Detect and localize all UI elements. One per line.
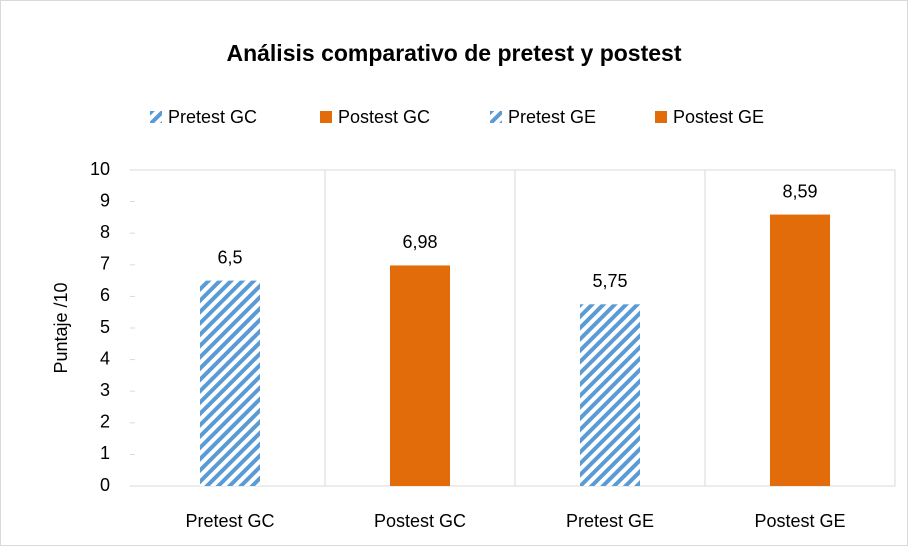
y-tick-label: 8 xyxy=(100,222,110,242)
legend-swatch xyxy=(320,111,332,123)
data-label: 6,5 xyxy=(217,247,242,267)
legend-label: Pretest GC xyxy=(168,107,257,127)
legend-swatch xyxy=(655,111,667,123)
y-tick-label: 4 xyxy=(100,348,110,368)
legend-label: Postest GC xyxy=(338,107,430,127)
bar xyxy=(390,265,450,486)
y-tick-label: 1 xyxy=(100,443,110,463)
y-tick-label: 0 xyxy=(100,475,110,495)
legend-swatch xyxy=(490,111,502,123)
y-tick-label: 7 xyxy=(100,254,110,274)
legend-label: Pretest GE xyxy=(508,107,596,127)
x-tick-label: Postest GE xyxy=(754,511,845,531)
bar xyxy=(770,214,830,486)
x-tick-label: Pretest GC xyxy=(185,511,274,531)
bar xyxy=(200,280,260,486)
x-tick-label: Pretest GE xyxy=(566,511,654,531)
data-label: 6,98 xyxy=(402,232,437,252)
y-axis-label: Puntaje /10 xyxy=(51,282,71,373)
y-tick-label: 6 xyxy=(100,285,110,305)
y-tick-label: 9 xyxy=(100,190,110,210)
x-tick-label: Postest GC xyxy=(374,511,466,531)
bar xyxy=(580,304,640,486)
data-label: 5,75 xyxy=(592,271,627,291)
y-tick-label: 10 xyxy=(90,159,110,179)
y-tick-label: 2 xyxy=(100,412,110,432)
y-tick-label: 5 xyxy=(100,317,110,337)
y-tick-label: 3 xyxy=(100,380,110,400)
data-label: 8,59 xyxy=(782,181,817,201)
chart-title: Análisis comparativo de pretest y postes… xyxy=(226,40,681,66)
legend-swatch xyxy=(150,111,162,123)
legend-label: Postest GE xyxy=(673,107,764,127)
